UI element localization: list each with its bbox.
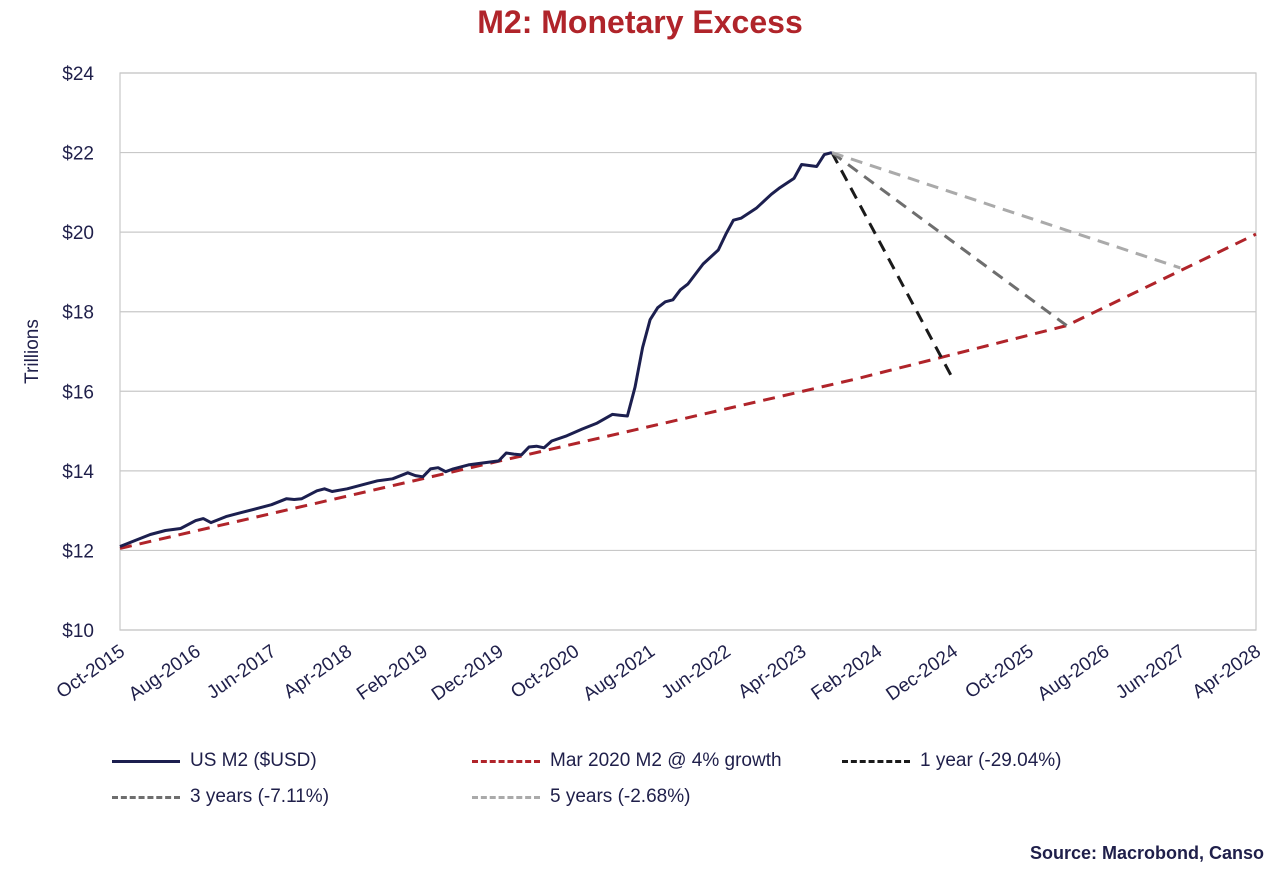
legend-label-3-years: 3 years (-7.11%)	[190, 786, 330, 807]
source-note: Source: Macrobond, Canso	[1029, 843, 1264, 863]
y-tick-label: $24	[62, 64, 94, 85]
legend-row-2: 3 years (-7.11%) 5 years (-2.68%)	[112, 786, 1212, 822]
legend-item-3-years: 3 years (-7.11%)	[112, 786, 329, 808]
y-tick-label: $20	[62, 223, 94, 244]
legend-swatch-growth	[472, 759, 540, 763]
x-tick-label: Apr-2018	[280, 641, 356, 703]
chart-title: M2: Monetary Excess	[477, 4, 803, 40]
x-tick-label: Feb-2024	[808, 641, 887, 705]
legend-label-1-year: 1 year (-29.04%)	[920, 750, 1062, 771]
y-tick-label: $12	[62, 541, 94, 562]
legend-item-5-years: 5 years (-2.68%)	[472, 786, 690, 808]
y-tick-label: $18	[62, 303, 94, 324]
y-tick-label: $16	[62, 382, 94, 403]
legend-item-1-year: 1 year (-29.04%)	[842, 750, 1062, 772]
x-tick-label: Dec-2024	[882, 641, 962, 706]
legend-row-1: US M2 ($USD) Mar 2020 M2 @ 4% growth 1 y…	[112, 750, 1212, 786]
legend-item-growth: Mar 2020 M2 @ 4% growth	[472, 750, 782, 772]
legend-item-us-m2: US M2 ($USD)	[112, 750, 317, 772]
x-tick-label: Jun-2022	[658, 641, 735, 704]
x-tick-label: Aug-2016	[125, 641, 205, 705]
x-tick-label: Oct-2025	[962, 641, 1038, 703]
legend: US M2 ($USD) Mar 2020 M2 @ 4% growth 1 y…	[112, 750, 1212, 822]
legend-label-us-m2: US M2 ($USD)	[190, 750, 317, 771]
legend-swatch-5-years	[472, 795, 540, 799]
x-tick-label: Jun-2027	[1112, 641, 1189, 704]
x-tick-label: Apr-2028	[1189, 641, 1265, 703]
x-tick-label: Feb-2019	[353, 641, 432, 705]
series-line-us-m2-usd	[119, 151, 833, 548]
legend-label-5-years: 5 years (-2.68%)	[550, 786, 691, 807]
series-line-1-year-29-04	[830, 151, 955, 381]
legend-label-growth: Mar 2020 M2 @ 4% growth	[550, 750, 782, 771]
y-tick-label: $10	[62, 621, 94, 642]
x-tick-label: Oct-2020	[507, 641, 583, 703]
x-tick-label: Jun-2017	[203, 641, 280, 704]
x-tick-label: Oct-2015	[53, 641, 129, 703]
series-line-5-years-2-68	[831, 151, 1181, 270]
x-tick-label: Aug-2021	[579, 641, 659, 705]
series-line-mar-2020-m2-4-growth	[119, 232, 1257, 550]
y-tick-label: $14	[62, 462, 94, 483]
series-line-3-years-7-11	[831, 151, 1068, 327]
y-axis-label: Trillions	[22, 319, 43, 384]
legend-swatch-us-m2	[112, 759, 180, 763]
x-tick-label: Aug-2026	[1034, 641, 1114, 705]
plot-frame	[119, 72, 1257, 631]
legend-swatch-1-year	[842, 759, 910, 763]
legend-swatch-3-years	[112, 795, 180, 799]
x-tick-label: Dec-2019	[428, 641, 508, 705]
y-tick-label: $22	[62, 144, 94, 165]
x-tick-label: Apr-2023	[734, 641, 810, 703]
